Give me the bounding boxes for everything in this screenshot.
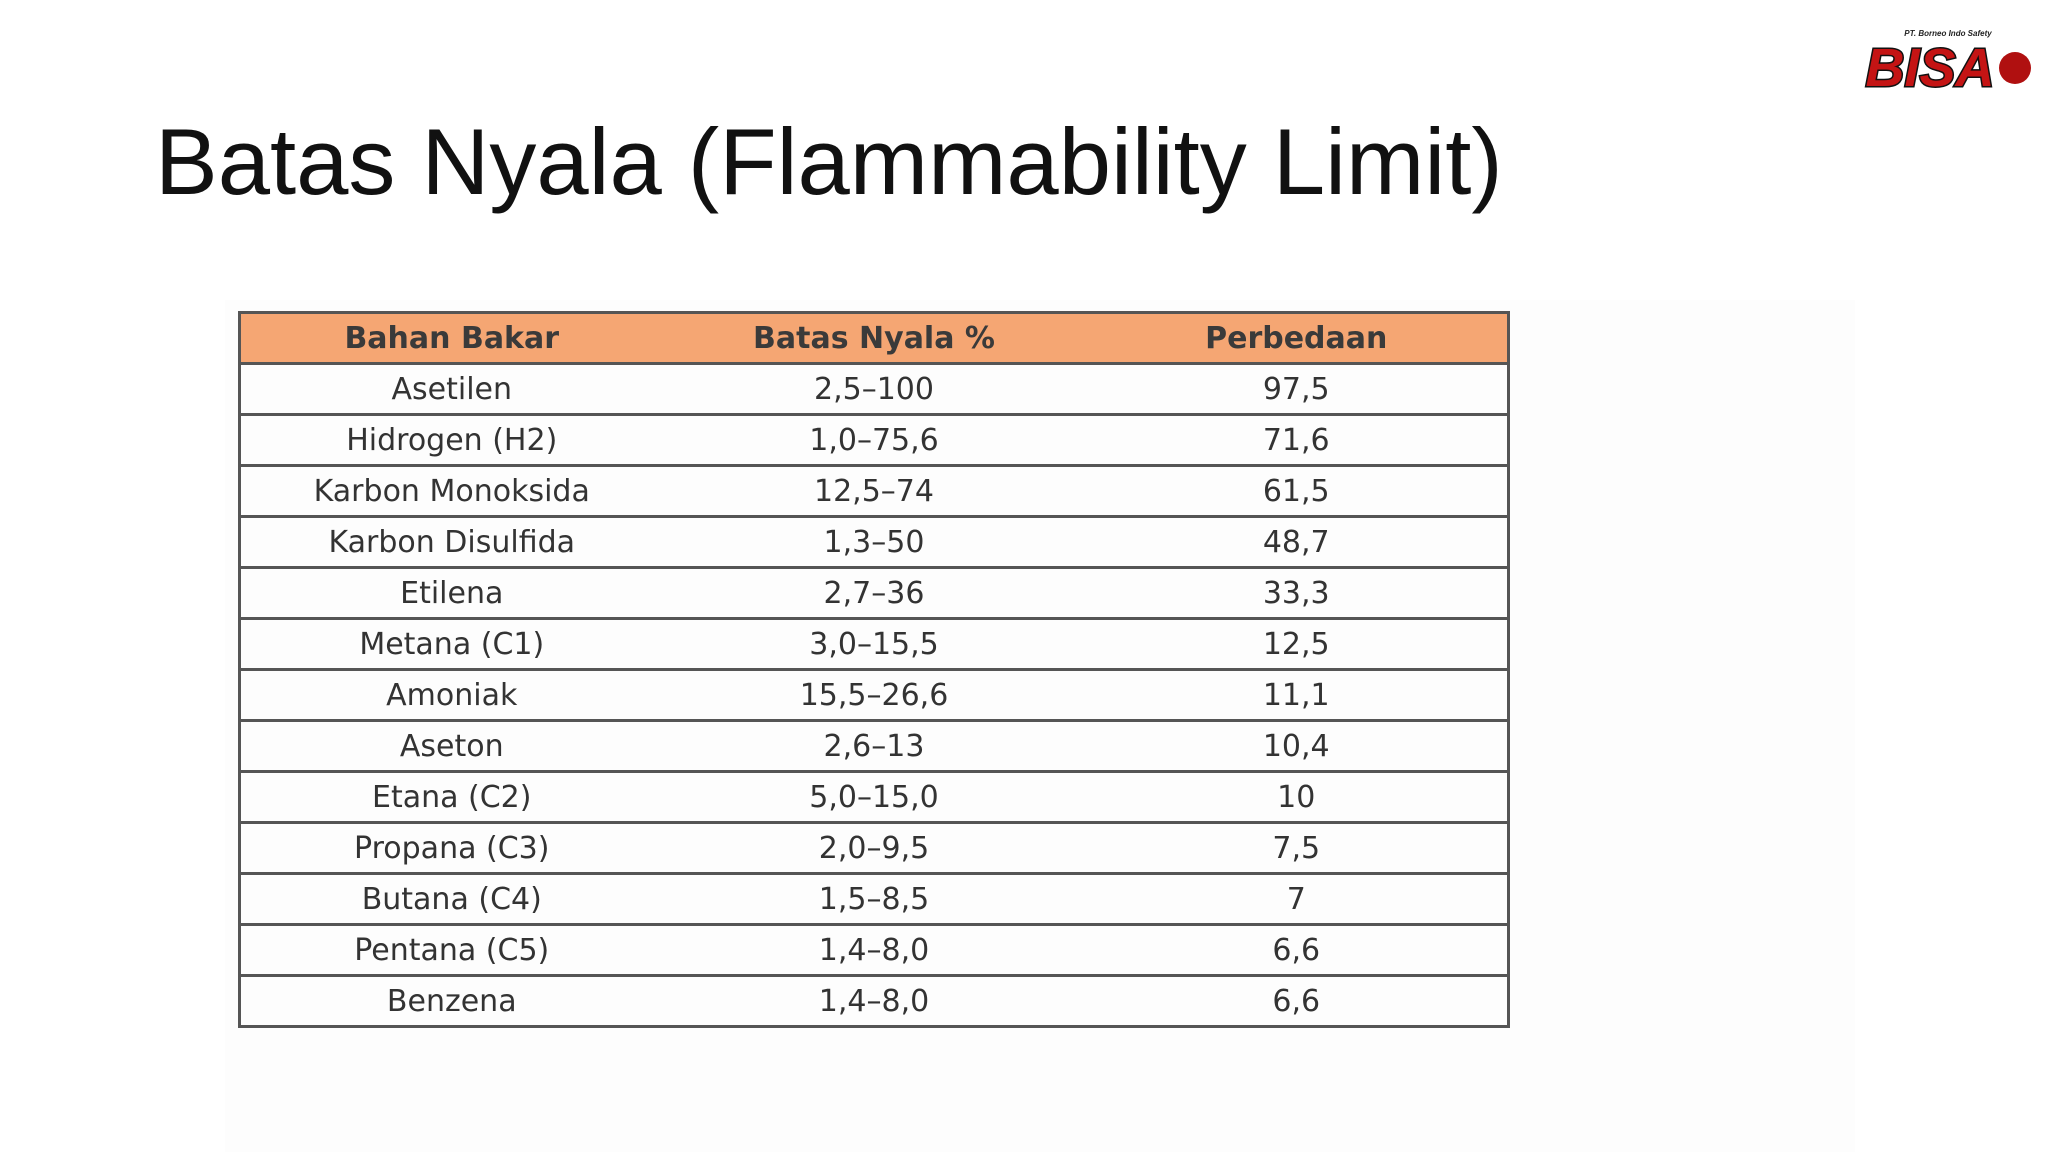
table-row: Aseton 2,6–13 10,4	[238, 719, 1510, 773]
table-cell: Asetilen	[238, 362, 663, 416]
logo-text: BISA	[1865, 38, 1994, 98]
table-row: Metana (C1) 3,0–15,5 12,5	[238, 617, 1510, 671]
flammability-table: Bahan Bakar Batas Nyala % Perbedaan Asetile…	[238, 311, 1510, 1028]
table-row: Pentana (C5) 1,4–8,0 6,6	[238, 923, 1510, 977]
table-row: Amoniak 15,5–26,6 11,1	[238, 668, 1510, 722]
table-cell: Hidrogen (H2)	[238, 413, 663, 467]
table-cell: 12,5–74	[662, 464, 1086, 518]
table-cell: 10,4	[1085, 719, 1510, 773]
table-cell: 15,5–26,6	[662, 668, 1086, 722]
table-cell: 10	[1085, 770, 1510, 824]
table-row: Butana (C4) 1,5–8,5 7	[238, 872, 1510, 926]
header-row: Bahan Bakar Batas Nyala % Perbedaan	[238, 311, 1510, 365]
table-cell: 2,7–36	[662, 566, 1086, 620]
column-header: Batas Nyala %	[662, 311, 1086, 365]
table-cell: 97,5	[1085, 362, 1510, 416]
table-cell: 2,5–100	[662, 362, 1086, 416]
logo-gear	[1999, 52, 2031, 84]
table-row: Benzena 1,4–8,0 6,6	[238, 974, 1510, 1028]
table-row: Hidrogen (H2) 1,0–75,6 71,6	[238, 413, 1510, 467]
table-cell: 7	[1085, 872, 1510, 926]
table-cell: 33,3	[1085, 566, 1510, 620]
table-cell: 2,0–9,5	[662, 821, 1086, 875]
table-cell: Propana (C3)	[238, 821, 663, 875]
table-cell: Karbon Disulfida	[238, 515, 663, 569]
table-cell: Pentana (C5)	[238, 923, 663, 977]
table-cell: 5,0–15,0	[662, 770, 1086, 824]
table-cell: Benzena	[238, 974, 663, 1028]
table-cell: Etana (C2)	[238, 770, 663, 824]
table-row: Etilena 2,7–36 33,3	[238, 566, 1510, 620]
table-cell: 1,4–8,0	[662, 923, 1086, 977]
table-cell: 71,6	[1085, 413, 1510, 467]
logo-caption: PT. Borneo Indo Safety	[1904, 29, 1992, 38]
table-cell: 1,0–75,6	[662, 413, 1086, 467]
table-cell: 11,1	[1085, 668, 1510, 722]
table-head: Bahan Bakar Batas Nyala % Perbedaan	[238, 311, 1510, 365]
table-cell: 2,6–13	[662, 719, 1086, 773]
table-cell: Aseton	[238, 719, 663, 773]
table-body: Asetilen 2,5–100 97,5 Hidrogen (H2) 1,0–75,6…	[238, 362, 1510, 1028]
table-cell: 61,5	[1085, 464, 1510, 518]
column-header: Perbedaan	[1085, 311, 1510, 365]
logo: PT. Borneo Indo Safety BISA	[1864, 29, 2031, 98]
table-cell: 3,0–15,5	[662, 617, 1086, 671]
table-cell: 12,5	[1085, 617, 1510, 671]
table-row: Propana (C3) 2,0–9,5 7,5	[238, 821, 1510, 875]
table-row: Karbon Disulfida 1,3–50 48,7	[238, 515, 1510, 569]
table-cell: 1,5–8,5	[662, 872, 1086, 926]
table-cell: Amoniak	[238, 668, 663, 722]
table-cell: 7,5	[1085, 821, 1510, 875]
column-header: Bahan Bakar	[238, 311, 663, 365]
table-cell: Etilena	[238, 566, 663, 620]
table-row: Etana (C2) 5,0–15,0 10	[238, 770, 1510, 824]
slide-title: Batas Nyala (Flammability Limit)	[155, 109, 1503, 214]
table-cell: Karbon Monoksida	[238, 464, 663, 518]
table-row: Asetilen 2,5–100 97,5	[238, 362, 1510, 416]
table-cell: 1,3–50	[662, 515, 1086, 569]
table-cell: 6,6	[1085, 923, 1510, 977]
table-cell: Metana (C1)	[238, 617, 663, 671]
table-cell: 1,4–8,0	[662, 974, 1086, 1028]
table-cell: 48,7	[1085, 515, 1510, 569]
table-cell: 6,6	[1085, 974, 1510, 1028]
table-row: Karbon Monoksida 12,5–74 61,5	[238, 464, 1510, 518]
table-cell: Butana (C4)	[238, 872, 663, 926]
